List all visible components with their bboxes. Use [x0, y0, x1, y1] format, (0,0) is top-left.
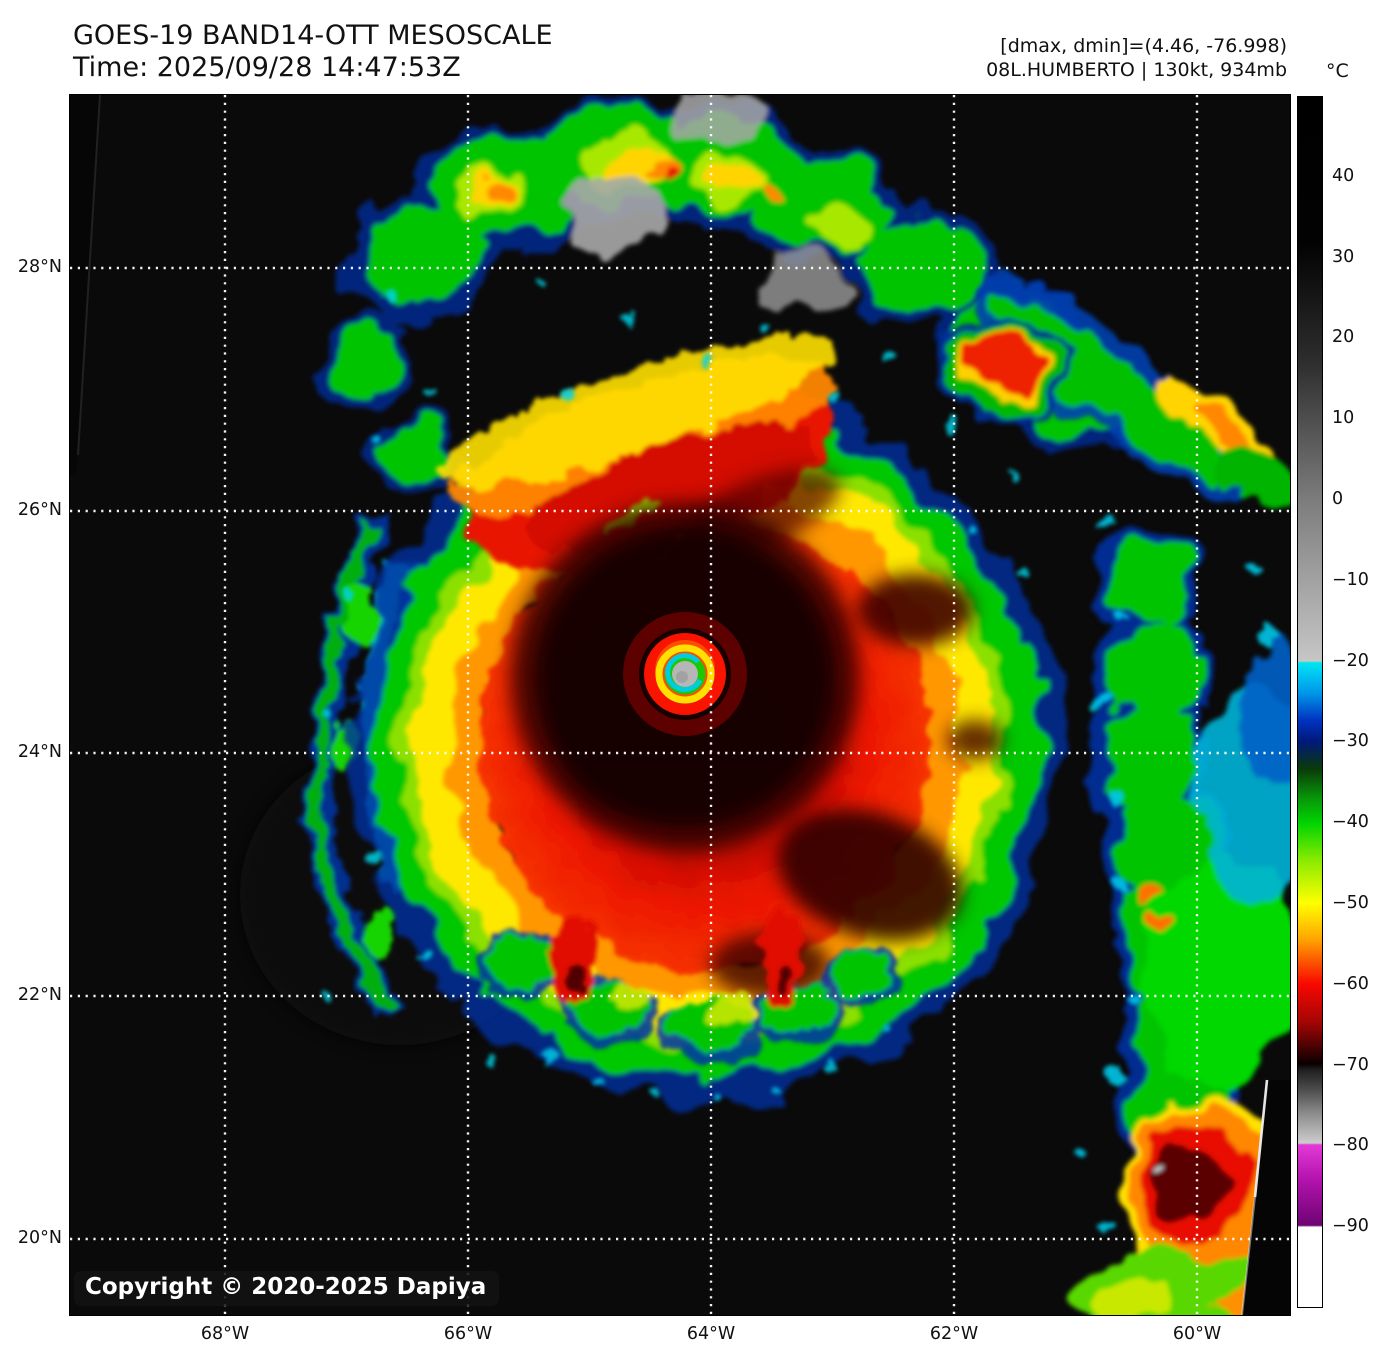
colorbar	[1297, 96, 1323, 1308]
hurricane-eye	[623, 612, 747, 736]
cyan-speckles	[315, 280, 1031, 1063]
data-range-label: [dmax, dmin]=(4.46, -76.998)	[1000, 35, 1287, 57]
figure-title: GOES-19 BAND14-OTT MESOSCALE	[73, 20, 553, 51]
colorbar-tick: −70	[1332, 1054, 1369, 1075]
time-label: Time: 2025/09/28 14:47:53Z	[73, 52, 461, 83]
scan-edge-bottom-right	[1241, 1079, 1290, 1315]
colorbar-tick: 10	[1332, 408, 1355, 429]
gridlines	[70, 95, 1290, 1315]
lat-label: 22°N	[17, 985, 62, 1005]
colorbar-tick: 30	[1332, 246, 1355, 267]
satellite-map	[69, 94, 1291, 1316]
lat-label: 26°N	[17, 500, 62, 520]
colorbar-tick: −10	[1332, 569, 1369, 590]
colorbar-tick: −20	[1332, 650, 1369, 671]
hurricane-eye-region	[510, 502, 860, 852]
lon-label: 60°W	[1172, 1324, 1222, 1344]
colorbar-tick: −40	[1332, 812, 1369, 833]
south-fringe	[476, 907, 902, 1105]
colorbar-tick: −80	[1332, 1135, 1369, 1156]
colorbar-tick: 0	[1332, 489, 1344, 509]
temperature-unit-label: °C	[1326, 60, 1349, 82]
colorbar-tick: −30	[1332, 731, 1369, 752]
copyright-badge: Copyright © 2020-2025 Dapiya	[74, 1271, 500, 1306]
title-block: GOES-19 BAND14-OTT MESOSCALE Time: 2025/…	[73, 20, 553, 84]
lon-label: 64°W	[686, 1324, 736, 1344]
colorbar-tick: −50	[1332, 893, 1369, 913]
storm-info-label: 08L.HUMBERTO | 130kt, 934mb	[986, 59, 1287, 81]
lon-label: 68°W	[200, 1324, 250, 1344]
meta-block: [dmax, dmin]=(4.46, -76.998) 08L.HUMBERT…	[986, 34, 1287, 82]
colorbar-tick: 40	[1332, 165, 1355, 186]
lat-label: 24°N	[17, 742, 62, 762]
colorbar-tick: −90	[1332, 1216, 1369, 1237]
lat-label: 20°N	[17, 1228, 62, 1248]
hurricane-scene	[70, 95, 1290, 1315]
lat-label: 28°N	[17, 257, 62, 277]
scan-edge-top-left	[70, 95, 100, 475]
colorbar-tick: −60	[1332, 973, 1369, 994]
colorbar-tick: 20	[1332, 327, 1355, 348]
east-outer-band	[936, 277, 1290, 1315]
lon-label: 62°W	[929, 1324, 979, 1344]
lon-label: 66°W	[443, 1324, 493, 1344]
